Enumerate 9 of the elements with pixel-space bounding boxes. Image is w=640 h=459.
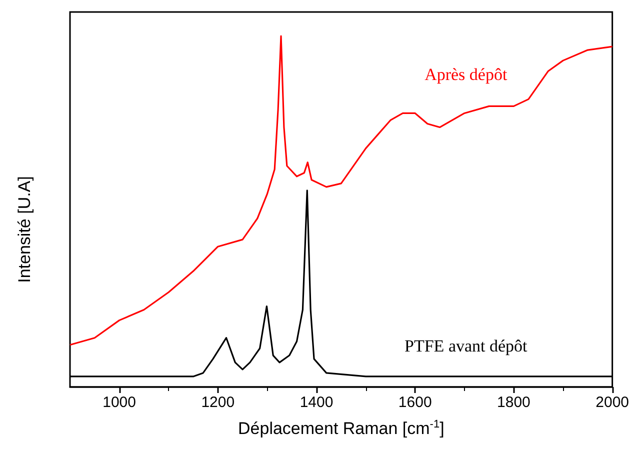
x-tick-label: 2000: [596, 394, 630, 411]
series-label: PTFE avant dépôt: [404, 336, 528, 356]
series-label: Après dépôt: [424, 64, 508, 84]
x-tick-label: 1200: [201, 394, 235, 411]
x-tick-label: 1600: [398, 394, 432, 411]
x-tick-label: 1800: [497, 394, 530, 411]
x-tick-label: 1400: [300, 394, 334, 411]
y-axis-title: Intensité [U.A]: [15, 176, 34, 283]
x-tick-label: 1000: [102, 394, 136, 411]
